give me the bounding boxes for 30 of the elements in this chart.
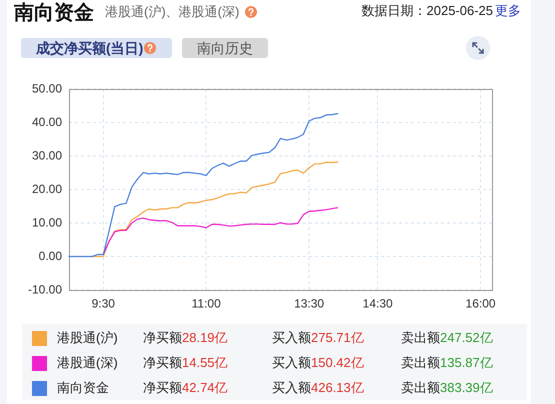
y-tick-label: 30.00 [32,148,62,162]
y-tick-label: 10.00 [32,215,62,230]
y-tick-label: -10.00 [28,282,62,296]
text: 卖出额135.87亿 [401,355,493,370]
text: 卖出额247.52亿 [401,330,493,345]
chart-subtitle: 港股通(沪)、港股通(深) [105,3,240,21]
text: 数据日期：2025-06-25 [362,2,493,20]
text: 买入额275.71亿 [272,330,364,345]
x-tick-label: 9:30 [92,296,116,311]
y-tick-label: 50.00 [32,82,62,96]
text: 卖出额383.39亿 [401,380,493,395]
legend-label: 港股通(深) [57,354,118,372]
legend-label: 南向资金 [57,379,109,397]
chart-title: 南向资金 [14,1,94,26]
text: 成交净买额(当日) [36,39,144,57]
text: 南向历史 [197,39,253,57]
text: 净买额42.74亿 [143,380,228,395]
y-tick-label: 20.00 [32,182,62,196]
x-tick-label: 14:30 [362,296,394,311]
text: 净买额28.19亿 [143,330,228,345]
y-tick-label: 40.00 [32,114,62,129]
x-tick-label: 13:30 [294,296,324,311]
legend-label: 港股通(沪) [57,329,118,347]
y-tick-label: 0.00 [38,248,62,263]
text: 净买额14.55亿 [143,355,228,370]
x-tick-label: 16:00 [466,296,496,311]
text: 买入额426.13亿 [272,380,364,395]
x-tick-label: 11:00 [192,296,222,311]
text: 买入额150.42亿 [272,355,364,370]
text: 更多 [495,2,521,20]
